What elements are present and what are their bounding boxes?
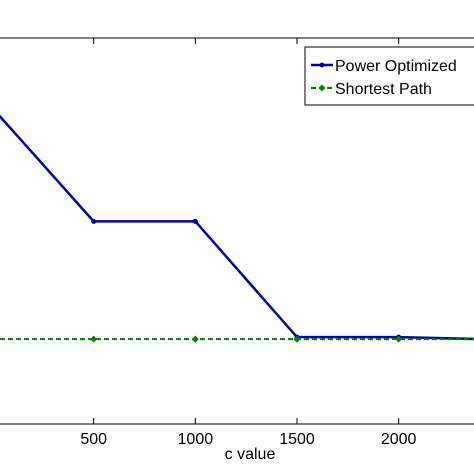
x-tick-label: 2000 bbox=[381, 431, 417, 448]
legend-box bbox=[304, 46, 474, 106]
data-point-shortest-path bbox=[293, 335, 301, 343]
series-line-power-optimized bbox=[0, 114, 474, 341]
legend-power-optimized-label: Power Optimized bbox=[335, 58, 457, 75]
data-point-shortest-path bbox=[191, 335, 199, 343]
x-tick-label: 1500 bbox=[279, 431, 315, 448]
x-axis-ticks: 500 1000 1500 2000 bbox=[80, 38, 417, 448]
data-point-shortest-path bbox=[395, 335, 403, 343]
data-point-power-optimized bbox=[192, 218, 198, 224]
legend-shortest-path-label: Shortest Path bbox=[335, 81, 432, 98]
x-axis-label: c value bbox=[225, 446, 276, 463]
plot-area: 500 1000 1500 2000 bbox=[0, 37, 474, 448]
x-tick-label: 1000 bbox=[178, 431, 214, 448]
series-layer bbox=[0, 114, 474, 343]
legend-power-optimized-marker bbox=[319, 62, 325, 68]
x-tick-label: 500 bbox=[80, 431, 107, 448]
data-point-power-optimized bbox=[91, 218, 97, 224]
legend: Power Optimized Shortest Path bbox=[304, 46, 474, 106]
data-point-shortest-path bbox=[90, 335, 98, 343]
legend-shortest-path-marker bbox=[318, 84, 326, 92]
